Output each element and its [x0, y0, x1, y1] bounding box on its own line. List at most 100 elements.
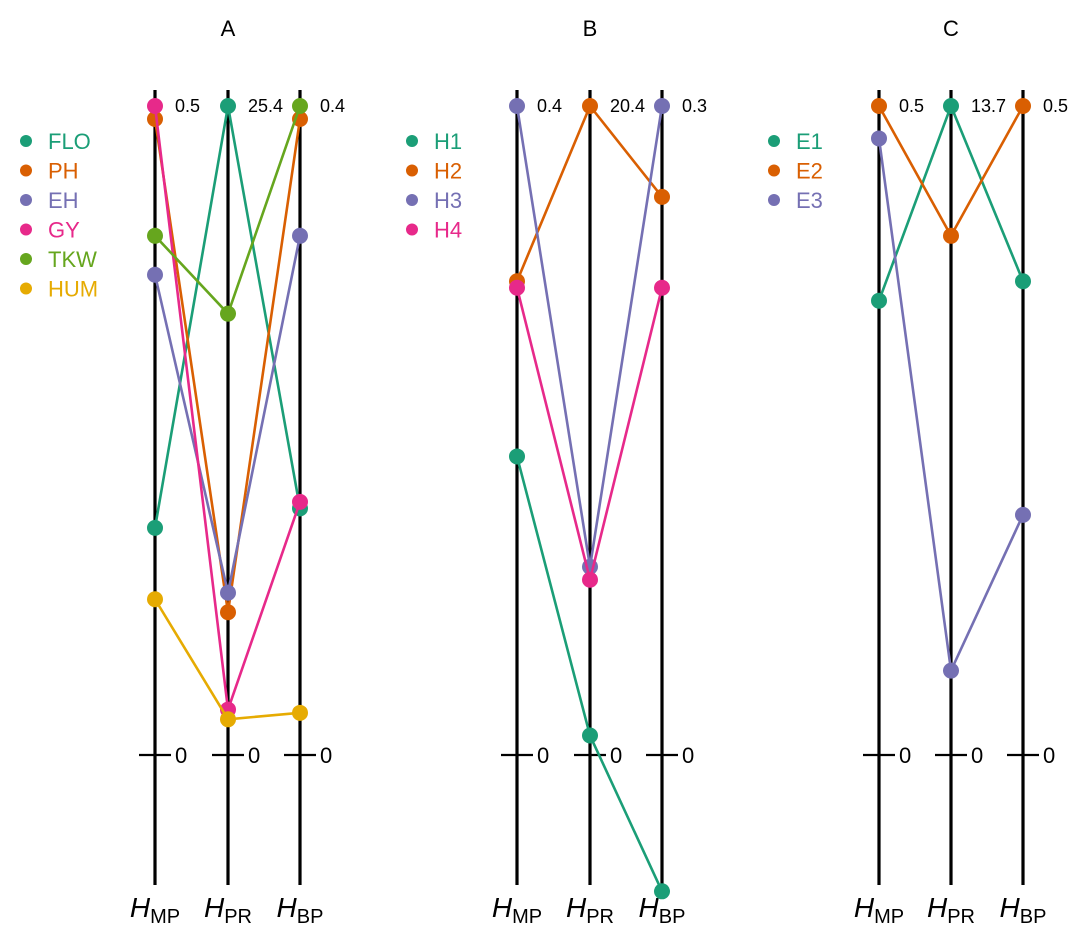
legend-label: E3	[796, 188, 823, 213]
axis-label-subscript: PR	[586, 906, 614, 928]
axis-max-label: 13.7	[971, 96, 1006, 116]
axis-label-main: H	[277, 892, 298, 923]
data-point	[943, 227, 959, 244]
data-point	[147, 227, 163, 244]
data-point	[1015, 98, 1031, 114]
axis-label-subscript: MP	[874, 906, 904, 928]
legend-label: H2	[434, 159, 462, 184]
data-point	[220, 98, 236, 114]
axis-label-subscript: MP	[512, 906, 542, 928]
legend-item-e2: E2	[768, 159, 823, 184]
legend-marker	[20, 282, 32, 295]
legend-item-h1: H1	[406, 129, 462, 154]
series-hum	[147, 591, 308, 728]
axis-max-label: 0.5	[899, 96, 924, 116]
legend-label: EH	[48, 188, 79, 213]
axis-max-label: 0.4	[320, 96, 345, 116]
legend-item-flo: FLO	[20, 129, 91, 154]
legend: FLO PH EH GY TKW HUM	[20, 129, 98, 302]
legend-marker	[406, 223, 418, 236]
axis-label-main: H	[639, 892, 660, 923]
data-point	[1015, 273, 1031, 290]
series-h1	[509, 448, 670, 900]
data-point	[509, 448, 525, 465]
data-point	[943, 662, 959, 679]
legend-marker	[768, 164, 780, 177]
series-eh	[147, 227, 308, 601]
zero-tick-label: 0	[248, 743, 260, 768]
axis-label-main: H	[1000, 892, 1021, 923]
legend-marker	[768, 194, 780, 206]
data-point	[292, 98, 308, 114]
legend-label: E2	[796, 159, 823, 184]
data-point	[871, 292, 887, 309]
legend-marker	[20, 164, 32, 177]
data-point	[147, 98, 163, 114]
legend-marker	[20, 194, 32, 206]
data-point	[871, 130, 887, 147]
legend-item-h3: H3	[406, 188, 462, 213]
axis-label-pr: HPR	[927, 892, 975, 928]
axis-max-label: 0.5	[1043, 96, 1068, 116]
data-point	[654, 98, 670, 114]
data-point	[292, 493, 308, 510]
data-point	[147, 266, 163, 283]
data-point	[1015, 506, 1031, 523]
legend-item-gy: GY	[20, 218, 80, 243]
axis-max-label: 0.5	[175, 96, 200, 116]
legend: E1 E2 E3	[768, 129, 823, 213]
panel-title: C	[943, 16, 959, 41]
data-point	[871, 98, 887, 114]
legend-marker	[406, 164, 418, 177]
axis-label-subscript: BP	[659, 906, 686, 928]
axis-label-subscript: PR	[224, 906, 252, 928]
axis-max-label: 20.4	[610, 96, 645, 116]
panel-title: B	[583, 16, 598, 41]
data-point	[147, 519, 163, 536]
data-point	[509, 98, 525, 114]
data-point	[582, 727, 598, 744]
legend-label: GY	[48, 218, 80, 243]
series-tkw	[147, 98, 308, 322]
legend-label: H1	[434, 129, 462, 154]
axis-label-mp: HMP	[130, 892, 180, 928]
data-point	[220, 305, 236, 322]
legend-label: H4	[434, 218, 462, 243]
legend-label: HUM	[48, 277, 98, 302]
axis-label-subscript: BP	[1020, 906, 1047, 928]
legend-marker	[20, 253, 32, 265]
axis-label-main: H	[927, 892, 948, 923]
axis-max-label: 0.3	[682, 96, 707, 116]
data-point	[220, 711, 236, 728]
zero-tick-label: 0	[682, 743, 694, 768]
zero-tick-label: 0	[899, 743, 911, 768]
data-point	[220, 604, 236, 621]
axis-label-bp: HBP	[1000, 892, 1047, 928]
data-point	[292, 704, 308, 721]
zero-tick-label: 0	[320, 743, 332, 768]
axis-label-bp: HBP	[277, 892, 324, 928]
data-point	[943, 98, 959, 114]
series-e3	[871, 130, 1031, 679]
data-point	[582, 98, 598, 114]
data-point	[654, 279, 670, 296]
axis-label-subscript: BP	[297, 906, 324, 928]
axis-label-subscript: MP	[150, 906, 180, 928]
legend-marker	[20, 135, 32, 147]
legend-item-h4: H4	[406, 218, 462, 243]
axis-max-label: 25.4	[248, 96, 283, 116]
zero-tick-label: 0	[971, 743, 983, 768]
legend-marker	[20, 223, 32, 236]
legend-item-tkw: TKW	[20, 247, 97, 272]
legend-marker	[768, 135, 780, 147]
legend-marker	[406, 194, 418, 206]
axis-label-mp: HMP	[854, 892, 904, 928]
series-h3	[509, 98, 670, 575]
data-point	[147, 110, 163, 127]
axis-label-main: H	[492, 892, 513, 923]
series-e2	[871, 98, 1031, 244]
axis-label-bp: HBP	[639, 892, 686, 928]
data-point	[654, 188, 670, 205]
legend-marker	[406, 135, 418, 147]
